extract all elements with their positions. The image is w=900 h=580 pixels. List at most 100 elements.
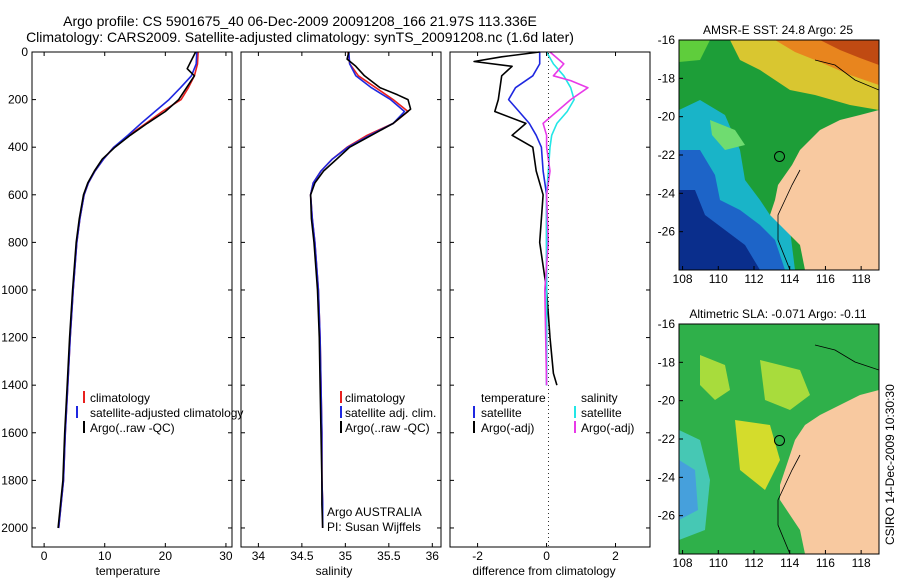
y-tick-label: 1400 <box>1 378 28 392</box>
x-tick-label: 0 <box>543 549 550 563</box>
salinity-panel: 34 34.5 35 35.5 36 salinity climatology sate… <box>240 51 442 578</box>
series-climatology-line <box>57 51 199 529</box>
map-x-tick-label: 114 <box>780 556 799 570</box>
temperature-legend: climatology satellite-adjusted climatolo… <box>76 391 243 435</box>
legend-label-sal-argo: Argo(-adj) <box>581 421 634 435</box>
map-y-tick-label: -18 <box>658 71 676 85</box>
difference-axes-box <box>449 51 651 548</box>
sla-map-title: Altimetric SLA: -0.071 Argo: -0.11 <box>689 307 867 321</box>
temperature-panel: 0 10 20 30 0 200 400 600 800 1000 1200 1400 1600 1800… <box>1 45 243 578</box>
y-tick-label: 2000 <box>1 521 28 535</box>
legend-label-temp-argo: Argo(-adj) <box>481 421 534 435</box>
y-tick-label: 1800 <box>1 473 28 487</box>
y-tick-label: 1200 <box>1 331 28 345</box>
tick-layer: 108 110 112 114 116 118 -16 -18 -20 -22 -24 -26 <box>658 317 871 570</box>
series-argo-raw-qc-line <box>309 51 412 529</box>
legend-title-temperature: temperature <box>481 391 546 405</box>
tick-layer: -2 0 2 <box>450 51 650 563</box>
legend-label-temp-satellite: satellite <box>481 406 522 420</box>
legend-label-climatology: climatology <box>90 391 150 405</box>
y-tick-label: 400 <box>8 140 28 154</box>
pi-note: PI: Susan Wijffels <box>327 520 421 534</box>
series-temperature-argo-adj-line <box>473 51 558 386</box>
header-line2: Climatology: CARS2009. Satellite-adjuste… <box>26 29 574 45</box>
series-layer <box>57 51 199 529</box>
map-y-tick-label: -26 <box>658 225 676 239</box>
map-x-tick-label: 118 <box>852 556 871 570</box>
x-tick-label: -2 <box>472 549 483 563</box>
sla-field <box>679 324 879 554</box>
sst-hottest-north <box>820 40 879 65</box>
map-x-tick-label: 114 <box>780 272 799 286</box>
series-salinity-satellite-line <box>545 51 575 386</box>
series-satellite-adjusted-climatology-line <box>57 51 198 529</box>
map-y-tick-label: -26 <box>658 509 676 523</box>
sla-blob-center <box>735 420 780 490</box>
salinity-axes-box <box>240 51 442 548</box>
salinity-xlabel: salinity <box>316 564 353 578</box>
header-line1: Argo profile: CS 5901675_40 06-Dec-2009 … <box>63 13 537 29</box>
temperature-axes-box <box>31 51 233 548</box>
csiro-timestamp: CSIRO 14-Dec-2009 10:30:30 <box>883 384 897 545</box>
legend-label-climatology: climatology <box>345 391 405 405</box>
legend-label-satellite-adjusted: satellite-adjusted climatology <box>90 406 243 420</box>
map-x-tick-label: 116 <box>816 272 835 286</box>
map-x-tick-label: 118 <box>852 272 871 286</box>
argo-australia-note: Argo AUSTRALIA <box>327 505 422 519</box>
salinity-legend: climatology satellite adj. clim. Argo(..… <box>327 391 436 534</box>
tick-layer: 108 110 112 114 116 118 -16 -18 -20 -22 -24 -26 <box>658 33 871 286</box>
y-tick-label: 200 <box>8 93 28 107</box>
x-tick-label: 34 <box>252 549 266 563</box>
sla-map: Altimetric SLA: -0.071 Argo: -0.11 108 11… <box>658 307 880 570</box>
map-y-tick-label: -20 <box>658 394 676 408</box>
sst-map-title: AMSR-E SST: 24.8 Argo: 25 <box>703 23 853 37</box>
sst-isobath <box>814 59 879 91</box>
x-tick-label: 36 <box>426 549 440 563</box>
map-y-tick-label: -16 <box>658 33 676 47</box>
difference-xlabel: difference from climatology <box>472 564 615 578</box>
temperature-xlabel: temperature <box>96 564 161 578</box>
legend-label-argo: Argo(..raw -QC) <box>345 421 430 435</box>
map-y-tick-label: -24 <box>658 470 676 484</box>
map-y-tick-label: -16 <box>658 317 676 331</box>
y-tick-label: 1600 <box>1 426 28 440</box>
series-salinity-argo-adj-line <box>542 51 589 386</box>
map-y-tick-label: -24 <box>658 186 676 200</box>
sst-land <box>770 110 879 270</box>
x-tick-label: 35 <box>339 549 353 563</box>
map-x-tick-label: 110 <box>709 556 728 570</box>
y-tick-label: 600 <box>8 188 28 202</box>
map-x-tick-label: 112 <box>744 556 763 570</box>
y-tick-label: 0 <box>21 45 28 59</box>
x-tick-label: 0 <box>41 549 48 563</box>
sst-blob-nw <box>679 40 710 62</box>
sst-coldest-sw <box>679 190 760 270</box>
y-tick-label: 800 <box>8 235 28 249</box>
series-layer <box>473 51 589 386</box>
map-x-tick-label: 112 <box>744 272 763 286</box>
sst-argo-position-marker <box>774 151 785 162</box>
map-y-tick-label: -18 <box>658 355 676 369</box>
x-tick-label: 10 <box>98 549 112 563</box>
map-x-tick-label: 110 <box>709 272 728 286</box>
map-y-tick-label: -22 <box>658 432 676 446</box>
sst-field <box>679 40 879 270</box>
legend-label-argo: Argo(..raw -QC) <box>90 421 175 435</box>
legend-title-salinity: salinity <box>581 391 618 405</box>
series-satellite-adj-clim-line <box>309 51 406 528</box>
sst-blob-mid <box>710 120 745 150</box>
map-y-tick-label: -22 <box>658 148 676 162</box>
x-tick-label: 20 <box>159 549 173 563</box>
difference-panel: -2 0 2 difference from climatology tempera… <box>449 51 651 578</box>
sla-coolest-west <box>679 460 698 520</box>
y-tick-label: 1000 <box>1 283 28 297</box>
sst-isobath-coast <box>777 169 801 270</box>
sla-argo-position-marker <box>774 435 785 446</box>
sla-isobath <box>814 344 879 371</box>
difference-legend: temperature salinity satellite Argo(-adj… <box>473 391 634 435</box>
series-layer <box>309 51 412 529</box>
map-x-tick-label: 116 <box>816 556 835 570</box>
sla-blob-n <box>760 360 810 410</box>
x-tick-label: 35.5 <box>377 549 401 563</box>
